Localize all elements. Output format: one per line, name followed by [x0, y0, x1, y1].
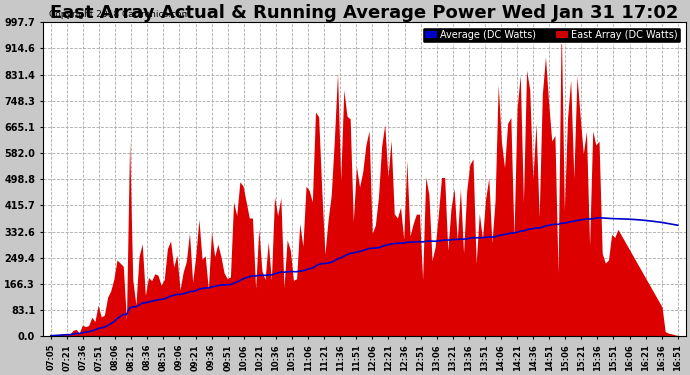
Title: East Array Actual & Running Average Power Wed Jan 31 17:02: East Array Actual & Running Average Powe… [50, 4, 678, 22]
Legend: Average (DC Watts), East Array (DC Watts): Average (DC Watts), East Array (DC Watts… [422, 27, 681, 43]
Text: Copyright 2018 Cartronics.com: Copyright 2018 Cartronics.com [49, 10, 190, 19]
